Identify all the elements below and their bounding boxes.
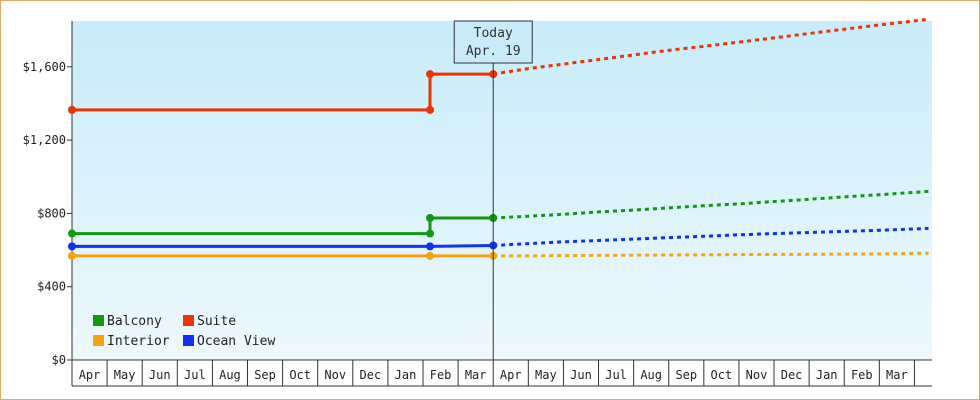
plot-background	[72, 21, 932, 360]
x-tick-label: Jul	[184, 368, 206, 382]
y-tick-label: $1,200	[23, 133, 66, 147]
suite-history-line	[72, 72, 494, 112]
y-tick-label: $1,600	[23, 60, 66, 74]
x-tick-label: Oct	[711, 368, 733, 382]
x-tick-label: Apr	[79, 368, 101, 382]
interior-forecast-line	[493, 251, 929, 258]
ocean-view-forecast-line	[493, 226, 929, 247]
x-tick-label: Feb	[430, 368, 452, 382]
interior-data-point	[68, 251, 76, 260]
suite-forecast-line	[492, 17, 929, 76]
x-tick-label: Sep	[254, 368, 276, 382]
legend-swatch-interior	[93, 335, 104, 346]
suite-data-point	[68, 105, 76, 114]
y-tick-label: $800	[37, 206, 66, 220]
ocean-view-data-point	[68, 242, 76, 251]
series-balcony	[68, 189, 929, 238]
legend-label-ocean-view: Ocean View	[197, 334, 275, 349]
x-tick-label: Nov	[324, 368, 346, 382]
x-tick-label: Dec	[781, 368, 803, 382]
today-label: Today	[474, 26, 513, 41]
legend: Balcony Suite Interior Ocean View	[93, 314, 275, 349]
legend-label-interior: Interior	[107, 334, 170, 349]
x-tick-label: Jul	[605, 368, 627, 382]
interior-data-point	[426, 251, 435, 260]
legend-swatch-ocean-view	[183, 335, 194, 346]
balcony-data-point	[68, 229, 76, 238]
x-tick-label: Mar	[465, 368, 487, 382]
x-tick-label: May	[535, 368, 557, 382]
series-interior	[68, 251, 929, 260]
x-tick-label: Jan	[816, 368, 838, 382]
legend-swatch-balcony	[93, 315, 104, 326]
axes: $0 $400 $800 $1,200 $1,600 Apr May Jun Jul Aug Sep…	[23, 21, 932, 387]
x-tick-label: Mar	[886, 368, 908, 382]
suite-data-point	[426, 105, 435, 114]
x-tick-label: Oct	[289, 368, 311, 382]
balcony-history-line	[72, 216, 494, 236]
x-tick-label: Aug	[219, 368, 241, 382]
y-tick-label: $400	[37, 280, 66, 294]
series-suite	[68, 17, 929, 114]
balcony-forecast-line	[493, 189, 929, 220]
ocean-view-data-point	[426, 242, 435, 251]
x-tick-label: May	[114, 368, 136, 382]
x-tick-label: Nov	[746, 368, 768, 382]
series-ocean-view	[68, 226, 929, 251]
x-tick-label: Sep	[675, 368, 697, 382]
legend-label-balcony: Balcony	[107, 314, 162, 329]
suite-data-point	[426, 70, 435, 79]
balcony-data-point	[426, 213, 435, 222]
balcony-data-point	[426, 229, 435, 238]
x-tick-label: Jan	[395, 368, 417, 382]
x-tick-label: Dec	[360, 368, 382, 382]
legend-label-suite: Suite	[197, 314, 236, 329]
series-layer	[68, 17, 929, 260]
today-callout-box	[453, 20, 533, 64]
x-tick-label: Feb	[851, 368, 873, 382]
legend-swatch-suite	[183, 315, 194, 326]
today-marker: Today Apr. 19	[453, 20, 533, 360]
x-tick-label: Aug	[640, 368, 662, 382]
x-tick-label: Apr	[500, 368, 522, 382]
x-tick-label: Jun	[149, 368, 171, 382]
y-tick-label: $0	[52, 353, 66, 367]
today-date: Apr. 19	[466, 44, 521, 59]
x-tick-label: Jun	[570, 368, 592, 382]
